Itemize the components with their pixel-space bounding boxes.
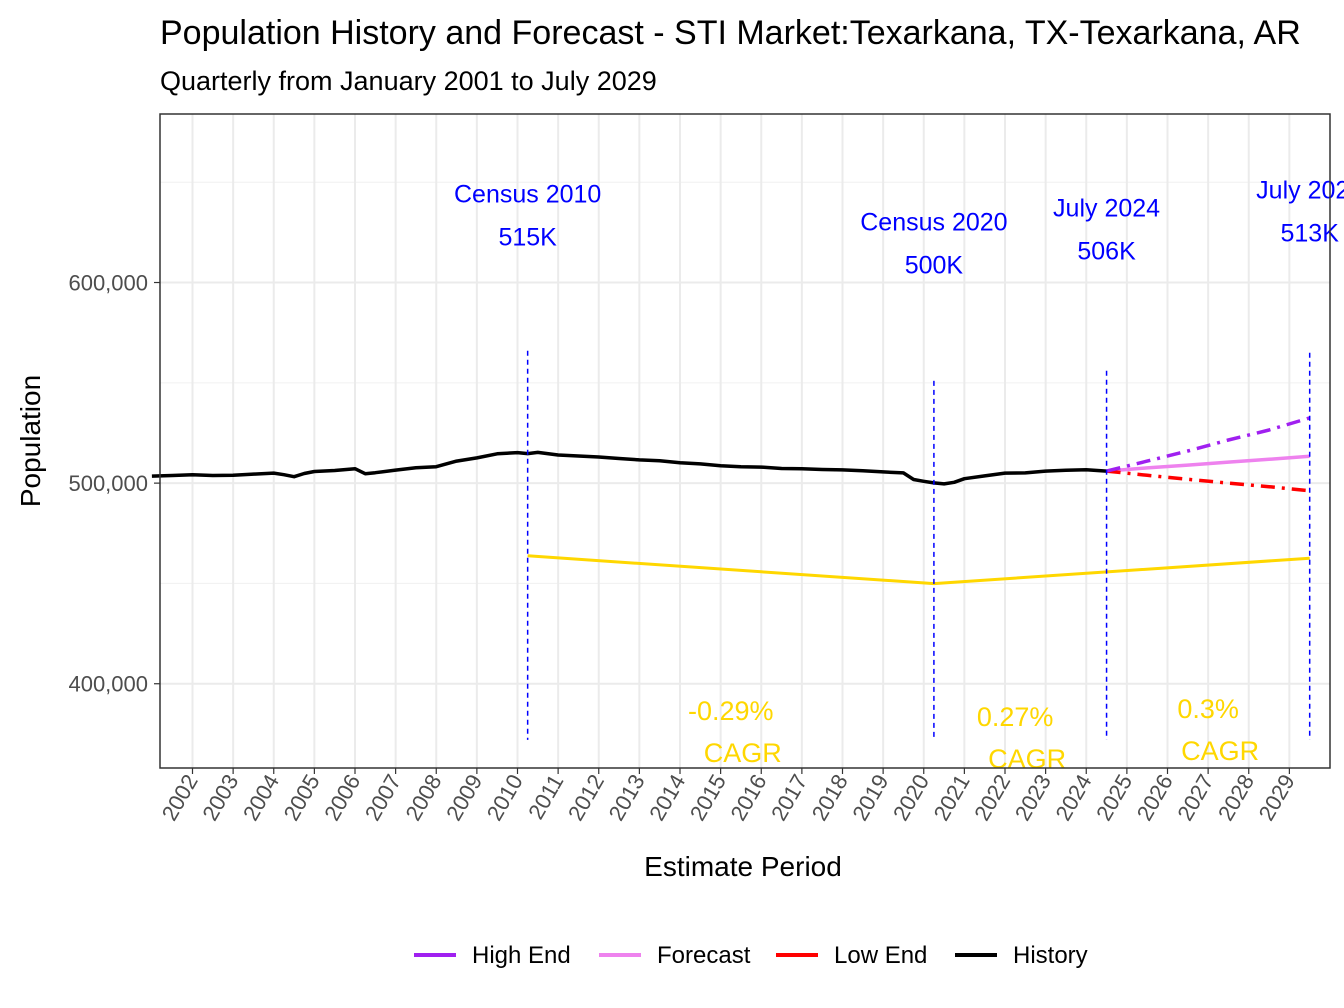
x-tick-label: 2013 [604,770,650,825]
x-tick-label: 2022 [969,770,1015,825]
cagr-rate-label: -0.29% [688,696,774,726]
series-history-line [151,450,1107,486]
x-tick-label: 2020 [888,770,934,825]
x-axis-title: Estimate Period [644,851,842,882]
cagr-caption-label: CAGR [1181,736,1259,766]
cagr-caption-label: CAGR [988,744,1066,774]
x-tick-label: 2002 [157,770,203,825]
series-low-end-line [1106,469,1310,493]
x-tick-label: 2007 [360,770,406,825]
x-tick-label: 2028 [1213,770,1259,825]
x-tick-label: 2003 [197,770,243,825]
legend-label: Forecast [657,942,751,969]
reference-label-title: Census 2010 [454,180,601,208]
series-forecast-line [1106,454,1310,473]
reference-label-value: 515K [498,223,557,251]
x-tick-label: 2011 [523,770,568,823]
x-tick-label: 2029 [1254,770,1300,825]
reference-label-title: July 2024 [1053,194,1160,222]
x-tick-label: 2025 [1091,770,1137,825]
legend-label: History [1013,942,1088,969]
cagr-rate-label: 0.3% [1177,694,1239,724]
x-tick-label: 2027 [1172,770,1218,825]
x-tick-label: 2004 [238,770,284,825]
series-cagr-trend-line [527,554,1310,586]
cagr-caption-label: CAGR [704,738,782,768]
grid [160,114,1330,768]
legend-label: Low End [834,942,927,969]
y-tick-label: 500,000 [68,471,148,496]
chart-title: Population History and Forecast - STI Ma… [160,14,1301,52]
x-tick-label: 2026 [1132,770,1178,825]
reference-label-value: 500K [905,251,964,279]
x-tick-label: 2008 [400,770,446,825]
x-tick-label: 2012 [563,770,609,825]
y-axis-title: Population [15,375,46,507]
reference-label-title: Census 2020 [860,208,1007,236]
x-tick-label: 2014 [644,770,690,825]
legend: High End Forecast Low End History [414,942,1088,969]
reference-label-value: 506K [1077,237,1136,265]
axes: 400,000500,000600,0002002200320042005200… [68,271,1299,825]
x-tick-label: 2009 [441,770,487,825]
series-high-end-line [1106,416,1311,473]
x-tick-label: 2006 [319,770,365,825]
x-tick-label: 2023 [1010,770,1056,825]
x-tick-label: 2005 [279,770,325,825]
plot-panel-border [159,113,1331,769]
x-tick-label: 2017 [766,770,812,825]
x-tick-label: 2021 [929,770,975,825]
reference-label-title: July 2029 [1256,176,1344,204]
x-tick-label: 2016 [725,770,771,825]
x-tick-label: 2010 [482,770,528,825]
series-lines [151,416,1311,586]
x-tick-label: 2015 [685,770,731,825]
y-tick-label: 400,000 [68,672,148,697]
x-tick-label: 2019 [847,770,893,825]
x-tick-label: 2024 [1050,770,1096,825]
y-tick-label: 600,000 [68,271,148,296]
legend-label: High End [472,942,571,969]
reference-lines [526,350,1311,740]
x-tick-label: 2018 [807,770,853,825]
chart-subtitle: Quarterly from January 2001 to July 2029 [160,66,657,96]
cagr-rate-label: 0.27% [977,702,1054,732]
